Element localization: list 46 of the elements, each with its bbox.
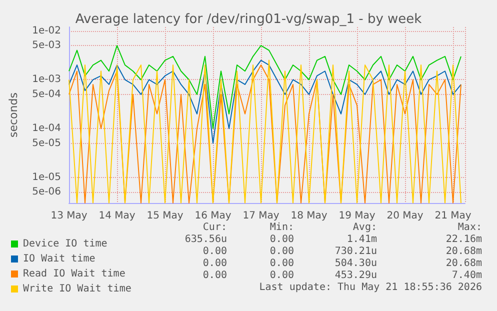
x-tick-label: 21 May <box>434 210 472 222</box>
y-tick-label: 5e-06 <box>32 186 61 198</box>
y-tick-label: 1e-03 <box>32 74 61 86</box>
text: Last update: Thu May 21 18:55:36 2026 <box>259 282 482 294</box>
legend-label: IO Wait time <box>23 254 96 264</box>
text: Cur: <box>202 222 227 234</box>
legend-label: Read IO Wait time <box>23 268 126 280</box>
text: 0.00 <box>202 246 227 258</box>
y-axis-title: seconds <box>7 92 20 138</box>
text: 0.00 <box>270 246 294 258</box>
text: 0.00 <box>202 258 227 270</box>
legend-label: Device IO time <box>23 238 108 250</box>
text: 20.68m <box>446 258 482 270</box>
x-tick-label: 16 May <box>194 210 232 222</box>
text: 0.00 <box>270 270 294 282</box>
line-series <box>68 45 462 130</box>
x-tick-label: 18 May <box>290 210 328 222</box>
text: Max: <box>458 222 482 234</box>
y-tick-label: 1e-05 <box>32 172 61 183</box>
y-tick-label: 5e-03 <box>32 40 61 52</box>
x-tick-label: 19 May <box>338 210 376 222</box>
y-tick-label: 1e-02 <box>32 25 61 36</box>
y-tick-label: 5e-05 <box>32 138 61 149</box>
text: Min: <box>270 222 294 234</box>
y-tick-label: 5e-04 <box>32 88 61 100</box>
x-tick-label: 13 May <box>50 210 88 222</box>
x-tick-label: 20 May <box>386 210 424 222</box>
x-tick-label: 15 May <box>146 210 184 222</box>
text: 0.00 <box>270 258 294 270</box>
text: 22.16m <box>446 234 482 246</box>
chart-title: Average latency for /dev/ring01-vg/swap_1 - by week <box>75 12 422 27</box>
legend-label: Write IO Wait time <box>23 284 132 294</box>
text: 635.56u <box>184 234 227 246</box>
line-series <box>68 60 462 144</box>
text: 0.00 <box>202 270 227 282</box>
x-tick-label: 17 May <box>242 210 280 222</box>
text: Avg: <box>352 222 377 234</box>
text: 453.29u <box>334 270 377 282</box>
text: 20.68m <box>446 246 482 258</box>
text: 730.21u <box>334 246 377 258</box>
y-tick-label: 1e-04 <box>32 123 61 134</box>
x-tick-label: 14 May <box>98 210 136 222</box>
text: 1.41m <box>346 234 377 246</box>
text: 0.00 <box>270 234 294 246</box>
text: 7.40m <box>452 270 482 282</box>
text: 504.30u <box>334 258 377 270</box>
